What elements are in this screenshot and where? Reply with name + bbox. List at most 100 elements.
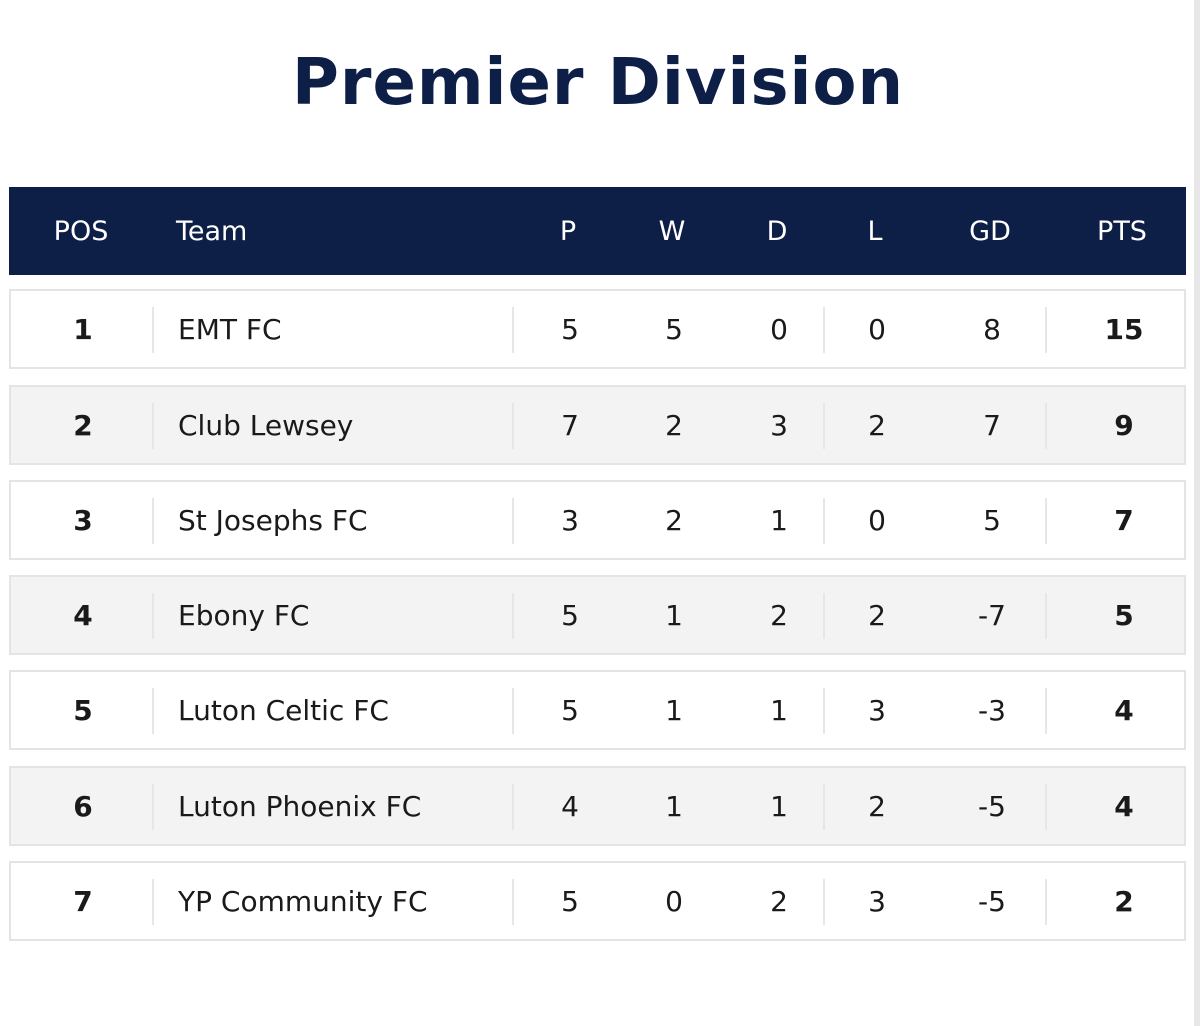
column-divider (1045, 879, 1047, 925)
goal-difference: 8 (983, 312, 1001, 346)
column-divider (512, 307, 514, 353)
column-divider (152, 688, 154, 734)
drawn: 1 (770, 503, 788, 537)
goal-difference: -5 (978, 789, 1006, 823)
lost: 3 (868, 884, 886, 918)
column-divider (512, 879, 514, 925)
won: 1 (665, 789, 683, 823)
table-row: 6 Luton Phoenix FC 4 1 1 2 -5 4 (9, 766, 1186, 846)
lost: 3 (868, 693, 886, 727)
page-edge (1194, 0, 1200, 1026)
header-goal-difference: GD (969, 215, 1011, 247)
team-name: St Josephs FC (178, 503, 368, 537)
lost: 2 (868, 789, 886, 823)
won: 2 (665, 408, 683, 442)
column-divider (1045, 403, 1047, 449)
column-divider (152, 784, 154, 830)
won: 2 (665, 503, 683, 537)
column-divider (152, 498, 154, 544)
played: 5 (561, 598, 579, 632)
table-row: 5 Luton Celtic FC 5 1 1 3 -3 4 (9, 670, 1186, 750)
column-divider (823, 688, 825, 734)
points: 15 (1104, 312, 1144, 346)
header-drawn: D (766, 215, 788, 247)
team-name: Club Lewsey (178, 408, 354, 442)
team-name: EMT FC (178, 312, 282, 346)
points: 4 (1114, 693, 1134, 727)
column-divider (823, 593, 825, 639)
won: 1 (665, 598, 683, 632)
header-won: W (658, 215, 686, 247)
played: 5 (561, 312, 579, 346)
column-divider (823, 403, 825, 449)
column-divider (512, 593, 514, 639)
played: 3 (561, 503, 579, 537)
header-points: PTS (1097, 215, 1147, 247)
played: 5 (561, 884, 579, 918)
drawn: 3 (770, 408, 788, 442)
lost: 2 (868, 598, 886, 632)
points: 7 (1114, 503, 1134, 537)
goal-difference: 5 (983, 503, 1001, 537)
team-name: Luton Celtic FC (178, 693, 389, 727)
page-title: Premier Division (291, 46, 905, 120)
header-team: Team (176, 215, 248, 247)
position: 5 (73, 693, 93, 727)
column-divider (152, 879, 154, 925)
position: 7 (73, 884, 93, 918)
column-divider (823, 307, 825, 353)
position: 4 (73, 598, 93, 632)
team-name: Ebony FC (178, 598, 310, 632)
lost: 0 (868, 503, 886, 537)
header-pos: POS (53, 215, 109, 247)
drawn: 2 (770, 884, 788, 918)
table-row: 3 St Josephs FC 3 2 1 0 5 7 (9, 480, 1186, 560)
position: 3 (73, 503, 93, 537)
header-lost: L (867, 215, 883, 247)
position: 1 (73, 312, 93, 346)
column-divider (152, 403, 154, 449)
won: 1 (665, 693, 683, 727)
drawn: 0 (770, 312, 788, 346)
header-played: P (559, 215, 577, 247)
lost: 2 (868, 408, 886, 442)
played: 5 (561, 693, 579, 727)
column-divider (1045, 498, 1047, 544)
column-divider (152, 593, 154, 639)
drawn: 1 (770, 789, 788, 823)
column-divider (823, 784, 825, 830)
goal-difference: -5 (978, 884, 1006, 918)
won: 0 (665, 884, 683, 918)
table-row: 4 Ebony FC 5 1 2 2 -7 5 (9, 575, 1186, 655)
played: 7 (561, 408, 579, 442)
points: 9 (1114, 408, 1134, 442)
won: 5 (665, 312, 683, 346)
column-divider (512, 784, 514, 830)
points: 5 (1114, 598, 1134, 632)
column-divider (1045, 307, 1047, 353)
column-divider (823, 879, 825, 925)
table-row: 2 Club Lewsey 7 2 3 2 7 9 (9, 385, 1186, 465)
table-row: 1 EMT FC 5 5 0 0 8 15 (9, 289, 1186, 369)
goal-difference: -7 (978, 598, 1006, 632)
column-divider (823, 498, 825, 544)
column-divider (512, 688, 514, 734)
team-name: YP Community FC (178, 884, 428, 918)
column-divider (512, 403, 514, 449)
goal-difference: -3 (978, 693, 1006, 727)
position: 2 (73, 408, 93, 442)
column-divider (1045, 784, 1047, 830)
column-divider (152, 307, 154, 353)
goal-difference: 7 (983, 408, 1001, 442)
table-row: 7 YP Community FC 5 0 2 3 -5 2 (9, 861, 1186, 941)
played: 4 (561, 789, 579, 823)
column-divider (1045, 593, 1047, 639)
points: 4 (1114, 789, 1134, 823)
position: 6 (73, 789, 93, 823)
drawn: 2 (770, 598, 788, 632)
points: 2 (1114, 884, 1134, 918)
lost: 0 (868, 312, 886, 346)
team-name: Luton Phoenix FC (178, 789, 422, 823)
drawn: 1 (770, 693, 788, 727)
